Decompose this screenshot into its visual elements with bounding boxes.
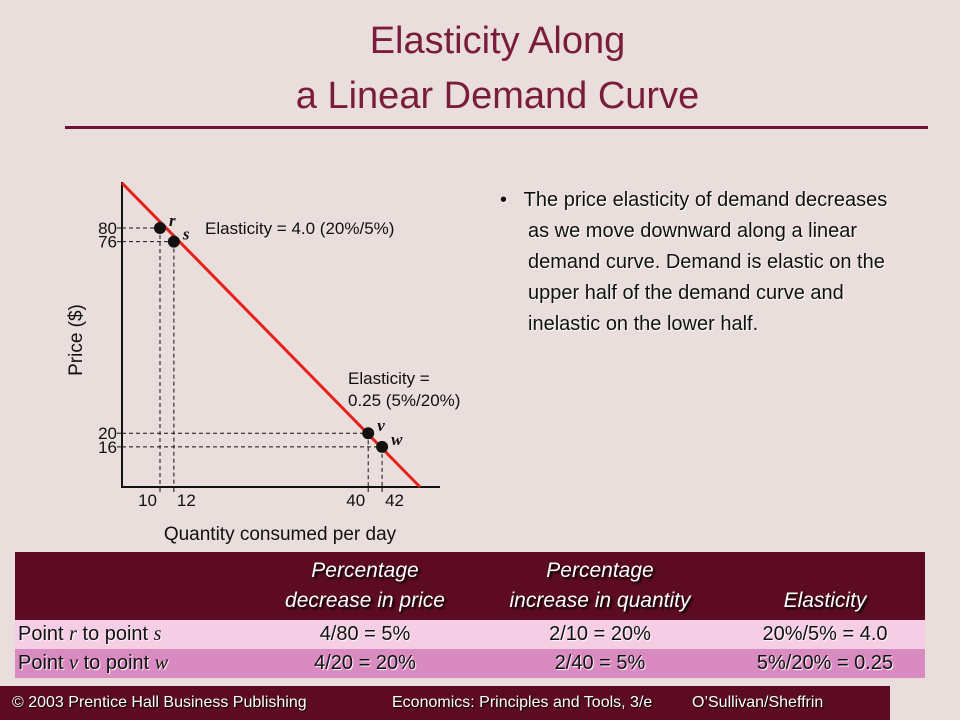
title-line: Elasticity Along <box>369 20 626 62</box>
header-cell: Percentage decrease in price <box>255 552 475 620</box>
header-cell: Percentage increase in quantity <box>475 552 725 620</box>
row-label: Point r to point s <box>15 620 255 649</box>
title-line: a Linear Demand Curve <box>295 75 700 117</box>
point-label: v <box>377 416 385 435</box>
footer-text: © 2003 Prentice Hall Business Publishing <box>12 694 307 711</box>
x-tick-label: 10 <box>138 491 157 510</box>
x-axis-label: Quantity consumed per day <box>164 524 397 545</box>
row-label-part: w <box>154 652 169 674</box>
point-label: s <box>182 225 190 244</box>
table-cell: 4/20 = 20% <box>314 652 416 674</box>
x-tick-label: 42 <box>385 491 404 510</box>
y-tick-label: 16 <box>98 438 117 457</box>
y-tick-label: 20 <box>98 424 117 443</box>
table-cell: 5%/20% = 0.25 <box>756 652 894 674</box>
footer-text: Economics: Principles and Tools, 3/e <box>392 694 653 711</box>
footer: © 2003 Prentice Hall Business Publishing… <box>0 686 890 720</box>
table-cell: 2/40 = 5% <box>554 652 646 674</box>
point <box>362 427 375 440</box>
bullet: • The price elasticity of demand decreas… <box>500 189 888 335</box>
title-rule <box>65 126 928 129</box>
annotation: 0.25 (5%/20%) <box>348 391 460 410</box>
header-cell <box>15 552 255 620</box>
title: Elasticity Along a Linear Demand Curve <box>0 14 960 124</box>
footer-text: O’Sullivan/Sheffrin <box>692 694 824 711</box>
table-cell: 20%/5% = 4.0 <box>762 623 888 645</box>
point <box>167 235 180 248</box>
header-text: Elasticity <box>783 589 867 612</box>
row-label: Point v to point w <box>15 649 255 678</box>
header-row: Percentage decrease in price Percentage inc… <box>15 552 925 620</box>
point <box>376 440 389 453</box>
header-cell: Elasticity <box>725 552 925 620</box>
row-label-part: Point <box>18 652 70 674</box>
table-cell: 4/80 = 5% <box>319 623 411 645</box>
row-label-part: Point <box>18 623 70 645</box>
table: Percentage decrease in price Percentage inc… <box>15 552 925 678</box>
x-tick-label: 40 <box>346 491 365 510</box>
point-label: w <box>391 430 403 449</box>
header-text: increase in quantity <box>509 589 691 612</box>
table-row: Point v to point w 4/20 = 20% 2/40 = 5% 5%/… <box>15 649 925 678</box>
row-label-part: to point <box>76 623 154 645</box>
bullet-text: The price elasticity of demand decreases… <box>523 189 888 335</box>
row-label-part: v <box>69 652 79 674</box>
row-label-part: r <box>69 623 77 645</box>
row-label-part: s <box>153 623 162 645</box>
annotation: Elasticity = 4.0 (20%/5%) <box>205 219 394 238</box>
point-label: r <box>169 211 176 230</box>
table-cell: 2/10 = 20% <box>549 623 651 645</box>
header-text: decrease in price <box>285 589 445 612</box>
row-label-part: to point <box>78 652 155 674</box>
table-row: Point r to point s 4/80 = 5% 2/10 = 20% 20%… <box>15 620 925 649</box>
x-tick-label: 12 <box>177 491 196 510</box>
annotation: Elasticity = <box>348 369 430 388</box>
header-text: Percentage <box>311 559 419 582</box>
y-tick-label: 80 <box>98 219 117 238</box>
header-text: Percentage <box>546 559 654 582</box>
y-axis-label: Price ($) <box>66 304 87 376</box>
y-tick-label: 76 <box>98 233 117 252</box>
point <box>154 222 166 234</box>
